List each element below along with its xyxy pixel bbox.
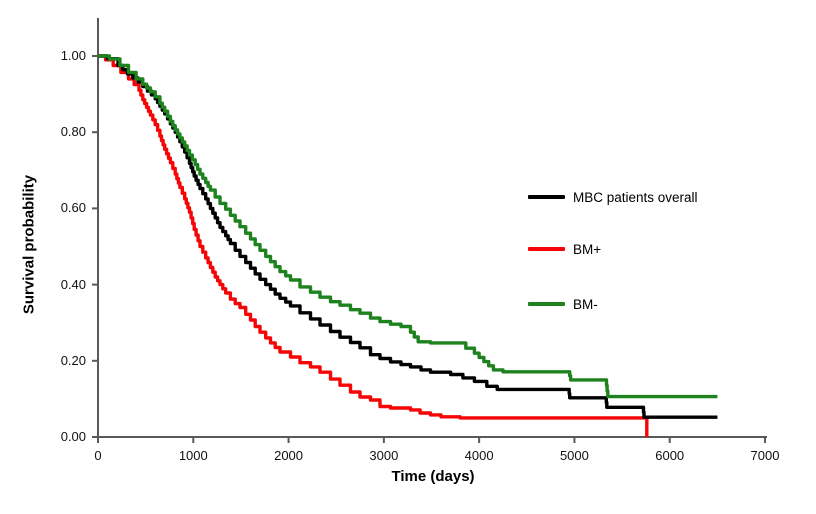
x-tick-label: 1000 — [178, 448, 208, 463]
y-tick-label: 1.00 — [60, 48, 86, 63]
y-tick-label: 0.20 — [60, 352, 86, 368]
curve-mbc-patients-overall — [98, 54, 718, 419]
curve-bm- — [98, 54, 649, 437]
x-axis-title: Time (days) — [391, 468, 475, 485]
x-tick-label: 6000 — [655, 448, 685, 463]
y-axis-title: Survival probability — [20, 174, 38, 315]
x-tick-label: 2000 — [274, 448, 304, 463]
y-tick-label: 0.60 — [60, 200, 86, 216]
x-tick-label: 3000 — [369, 448, 399, 463]
curve-bm- — [98, 54, 718, 399]
x-tick-label: 4000 — [464, 448, 494, 463]
x-tick-label: 0 — [94, 448, 102, 463]
y-tick-label: 0.00 — [60, 429, 86, 444]
x-tick-label: 5000 — [559, 448, 589, 463]
y-tick-label: 0.80 — [60, 124, 86, 140]
y-tick-label: 0.40 — [60, 276, 86, 292]
x-tick-label: 7000 — [750, 448, 780, 463]
